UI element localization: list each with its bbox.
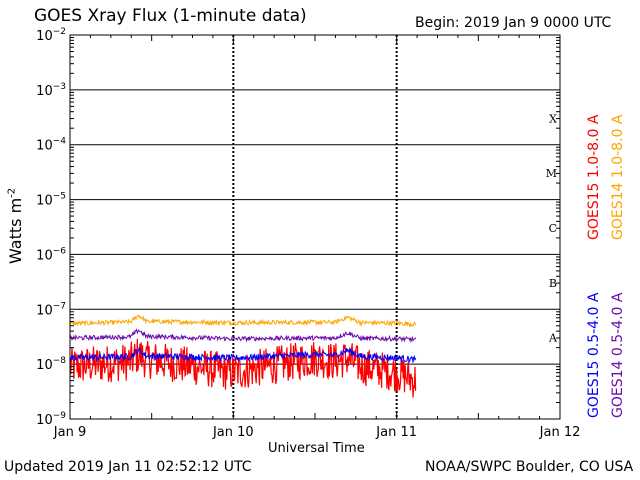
flare-class-label: B bbox=[549, 277, 557, 290]
y-tick-label: 10−4 bbox=[36, 137, 66, 154]
legend-entry: GOES14 1.0-8.0 A bbox=[610, 114, 626, 240]
y-tick-label: 10−9 bbox=[36, 411, 66, 428]
series-line-2 bbox=[69, 347, 417, 364]
flare-class-label: X bbox=[549, 112, 557, 125]
credit-text: NOAA/SWPC Boulder, CO USA bbox=[425, 459, 634, 475]
x-axis-label: Universal Time bbox=[268, 441, 365, 456]
x-tick-label: Jan 12 bbox=[539, 425, 581, 440]
flare-class-label: M bbox=[546, 167, 557, 180]
y-tick-label: 10−5 bbox=[36, 192, 66, 209]
x-tick-label: Jan 9 bbox=[53, 425, 86, 440]
y-tick-label: 10−2 bbox=[36, 27, 66, 44]
updated-timestamp: Updated 2019 Jan 11 02:52:12 UTC bbox=[4, 459, 252, 475]
series-line-1 bbox=[69, 314, 417, 328]
legend-entry: GOES15 1.0-8.0 A bbox=[586, 114, 602, 240]
series-line-0 bbox=[69, 338, 417, 398]
y-tick-label: 10−7 bbox=[36, 301, 66, 318]
label-layer: 10−9 10−8 10−7 10−6 10−5 10−4 10−3 10−2 Jan 9 Jan… bbox=[36, 27, 626, 440]
flare-class-label: C bbox=[549, 222, 557, 235]
series-layer bbox=[69, 314, 417, 398]
x-tick-label: Jan 10 bbox=[212, 425, 254, 440]
y-axis-label: Watts m-2 bbox=[6, 187, 25, 264]
y-tick-label: 10−6 bbox=[36, 246, 66, 263]
begin-timestamp: Begin: 2019 Jan 9 0000 UTC bbox=[415, 15, 612, 31]
legend-entry: GOES14 0.5-4.0 A bbox=[610, 292, 626, 418]
series-line-3 bbox=[69, 328, 417, 344]
chart-title: GOES Xray Flux (1-minute data) bbox=[34, 6, 307, 26]
legend-entry: GOES15 0.5-4.0 A bbox=[586, 292, 602, 418]
flare-class-label: A bbox=[548, 332, 558, 345]
y-tick-label: 10−3 bbox=[36, 82, 66, 99]
tick-layer bbox=[69, 35, 561, 419]
y-tick-label: 10−8 bbox=[36, 356, 66, 373]
x-tick-label: Jan 11 bbox=[375, 425, 417, 440]
